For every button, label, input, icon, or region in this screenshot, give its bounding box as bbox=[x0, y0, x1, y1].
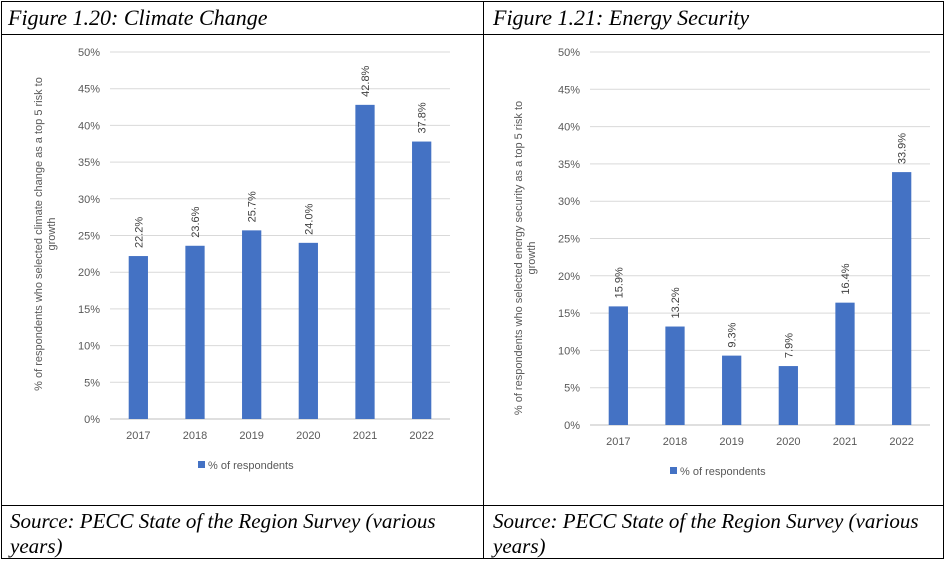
x-tick-label: 2017 bbox=[126, 430, 150, 442]
figure-title-left: Figure 1.20: Climate Change bbox=[8, 5, 268, 30]
bar bbox=[128, 256, 148, 419]
data-label: 13.2% bbox=[670, 287, 682, 318]
data-label: 15.9% bbox=[613, 267, 625, 298]
data-label: 24.0% bbox=[303, 203, 315, 234]
y-tick-label: 10% bbox=[78, 341, 100, 353]
x-tick-label: 2022 bbox=[889, 436, 913, 448]
legend-swatch bbox=[670, 467, 677, 474]
y-tick-label: 20% bbox=[78, 267, 100, 279]
x-tick-label: 2022 bbox=[409, 430, 433, 442]
y-tick-label: 40% bbox=[78, 120, 100, 132]
bar bbox=[892, 172, 912, 425]
climate-change-chart: 0% 5% 10% 15% 20% 25% 30% 35% 40% 45% 50% 22.2% 2017… bbox=[33, 47, 450, 472]
source-note-left: Source: PECC State of the Region Survey … bbox=[10, 509, 436, 558]
y-tick-label: 25% bbox=[78, 231, 100, 243]
x-tick-label: 2021 bbox=[353, 430, 377, 442]
y-tick-label: 25% bbox=[558, 234, 580, 246]
bar bbox=[412, 141, 432, 419]
legend-swatch bbox=[198, 461, 205, 468]
x-tick-label: 2020 bbox=[296, 430, 320, 442]
y-tick-label: 15% bbox=[78, 304, 100, 316]
y-tick-label: 30% bbox=[78, 194, 100, 206]
x-tick-label: 2020 bbox=[776, 436, 800, 448]
y-axis-title: % of respondents who selected energy sec… bbox=[513, 101, 538, 415]
data-label: 37.8% bbox=[417, 102, 429, 133]
x-tick-label: 2018 bbox=[183, 430, 207, 442]
y-tick-label: 50% bbox=[558, 47, 580, 59]
source-note-right: Source: PECC State of the Region Survey … bbox=[493, 509, 919, 558]
y-tick-label: 35% bbox=[78, 157, 100, 169]
y-tick-label: 10% bbox=[558, 345, 580, 357]
x-tick-label: 2017 bbox=[606, 436, 630, 448]
y-tick-label: 20% bbox=[558, 271, 580, 283]
bar bbox=[608, 306, 628, 425]
y-tick-label: 45% bbox=[78, 84, 100, 96]
data-label: 23.6% bbox=[190, 206, 202, 237]
figure-title-right: Figure 1.21: Energy Security bbox=[493, 5, 750, 30]
data-label: 25.7% bbox=[247, 191, 259, 222]
data-label: 42.8% bbox=[360, 65, 372, 96]
bar bbox=[778, 366, 798, 425]
bar bbox=[242, 230, 262, 419]
column-divider bbox=[483, 1, 484, 559]
source-row-divider bbox=[1, 505, 944, 506]
y-tick-label: 45% bbox=[558, 84, 580, 96]
data-label: 22.2% bbox=[133, 217, 145, 248]
data-label: 33.9% bbox=[897, 133, 909, 164]
y-tick-label: 30% bbox=[558, 196, 580, 208]
bar bbox=[298, 242, 318, 419]
title-row-divider bbox=[1, 34, 944, 35]
bar bbox=[355, 104, 375, 420]
y-axis-title: % of respondents who selected climate ch… bbox=[33, 77, 58, 391]
bar bbox=[185, 245, 205, 419]
legend-label: % of respondents bbox=[680, 466, 766, 478]
bar bbox=[722, 355, 742, 425]
y-tick-label: 40% bbox=[558, 122, 580, 134]
x-tick-label: 2021 bbox=[833, 436, 857, 448]
data-label: 16.4% bbox=[840, 263, 852, 294]
y-tick-label: 50% bbox=[78, 47, 100, 59]
x-tick-label: 2019 bbox=[719, 436, 743, 448]
y-tick-label: 15% bbox=[558, 308, 580, 320]
energy-security-chart: 0% 5% 10% 15% 20% 25% 30% 35% 40% 45% 50% 15.9% 2017… bbox=[513, 47, 930, 478]
y-tick-label: 0% bbox=[564, 420, 580, 432]
y-tick-label: 5% bbox=[564, 383, 580, 395]
x-tick-label: 2019 bbox=[239, 430, 263, 442]
y-tick-label: 35% bbox=[558, 159, 580, 171]
y-tick-label: 5% bbox=[84, 377, 100, 389]
bar bbox=[665, 326, 685, 425]
data-label: 7.9% bbox=[783, 333, 795, 358]
x-tick-label: 2018 bbox=[663, 436, 687, 448]
y-tick-label: 0% bbox=[84, 414, 100, 426]
bar bbox=[835, 302, 855, 425]
data-label: 9.3% bbox=[727, 322, 739, 347]
legend-label: % of respondents bbox=[208, 460, 294, 472]
